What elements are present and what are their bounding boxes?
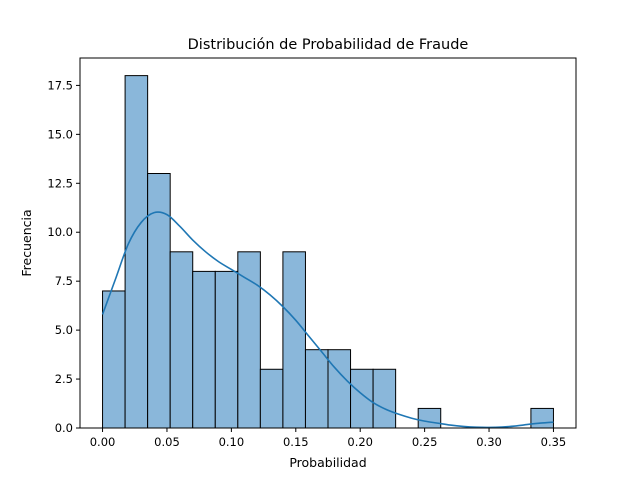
kde-line xyxy=(101,211,554,429)
y-tick-label: 10.0 xyxy=(47,225,73,239)
histogram-bar xyxy=(102,290,126,429)
x-tick-label: 0.10 xyxy=(219,435,245,449)
histogram-bar xyxy=(169,251,194,429)
histogram-bar xyxy=(237,251,261,429)
histogram-bar xyxy=(417,407,442,429)
x-tick-label: 0.30 xyxy=(476,435,502,449)
y-tick-label: 0.0 xyxy=(55,421,73,435)
y-tick-label: 5.0 xyxy=(55,323,73,337)
histogram-bar xyxy=(214,270,239,429)
chart-title: Distribución de Probabilidad de Fraude xyxy=(188,37,469,53)
y-tick-label: 17.5 xyxy=(47,78,73,92)
x-tick-label: 0.20 xyxy=(347,435,373,449)
x-tick-label: 0.35 xyxy=(541,435,567,449)
x-tick-label: 0.00 xyxy=(90,435,116,449)
y-tick-label: 15.0 xyxy=(47,127,73,141)
histogram-bar xyxy=(350,368,374,429)
histogram-bar xyxy=(192,270,216,429)
y-tick-label: 7.5 xyxy=(55,274,73,288)
x-tick-label: 0.25 xyxy=(412,435,438,449)
histogram-bar xyxy=(304,349,329,429)
histogram-bar xyxy=(124,75,149,429)
histogram-bar xyxy=(530,407,554,429)
y-tick-label: 2.5 xyxy=(55,372,73,386)
plot-frame xyxy=(79,57,577,429)
x-tick-label: 0.05 xyxy=(154,435,180,449)
histogram-bar xyxy=(259,368,284,429)
histogram-bar xyxy=(372,368,397,429)
histogram-bar xyxy=(282,251,306,429)
y-axis: 0.0 2.5 5.0 7.5 10.0 12.5 15.0 17.5 xyxy=(47,78,80,435)
histogram-bars xyxy=(102,75,554,429)
x-axis-label: Probabilidad xyxy=(289,455,366,470)
x-axis: 0.00 0.05 0.10 0.15 0.20 0.25 0.30 0.35 xyxy=(90,428,567,449)
y-axis-label: Frecuencia xyxy=(19,209,34,276)
x-tick-label: 0.15 xyxy=(283,435,309,449)
y-tick-label: 12.5 xyxy=(47,176,73,190)
histogram-bar xyxy=(327,349,352,429)
